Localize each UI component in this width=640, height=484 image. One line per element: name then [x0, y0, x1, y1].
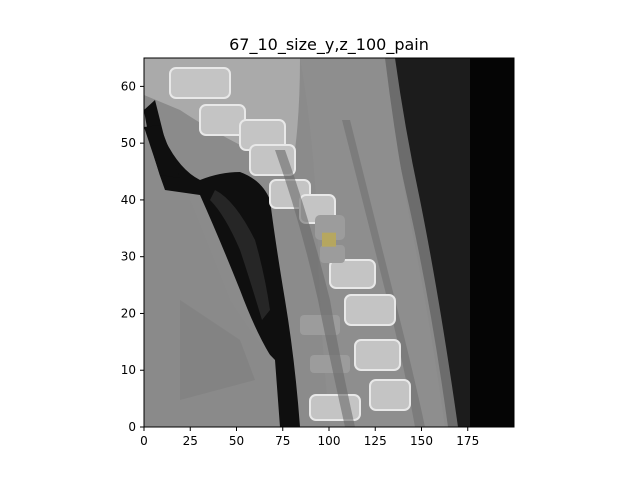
y-tick-label: 10 — [121, 363, 136, 377]
x-tick-label: 125 — [364, 434, 387, 448]
y-tick-label: 40 — [121, 193, 136, 207]
y-tick-label: 20 — [121, 306, 136, 320]
x-tick-label: 0 — [140, 434, 148, 448]
y-tick-label: 0 — [128, 420, 136, 434]
x-axis: 0 25 50 75 100 125 150 175 — [140, 427, 479, 448]
x-tick-label: 50 — [229, 434, 244, 448]
x-tick-label: 25 — [183, 434, 198, 448]
y-axis: 0 10 20 30 40 50 60 — [121, 79, 144, 434]
highlight-marker — [322, 232, 336, 247]
x-tick-label: 150 — [410, 434, 433, 448]
y-tick-label: 50 — [121, 136, 136, 150]
ct-scan-image — [144, 58, 514, 427]
vertebrae — [169, 67, 411, 421]
x-tick-label: 100 — [318, 434, 341, 448]
plot-title: 67_10_size_y,z_100_pain — [229, 35, 429, 55]
y-tick-label: 60 — [121, 79, 136, 93]
x-tick-label: 75 — [275, 434, 290, 448]
y-tick-label: 30 — [121, 250, 136, 264]
x-tick-label: 175 — [456, 434, 479, 448]
